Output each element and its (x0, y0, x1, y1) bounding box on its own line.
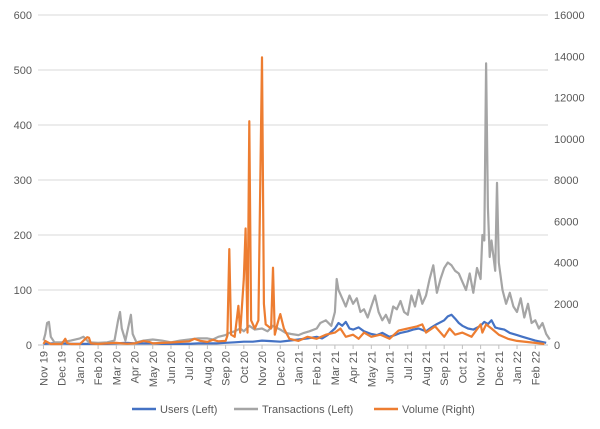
legend-label: Volume (Right) (402, 404, 475, 416)
x-tick-label: Apr 21 (348, 351, 360, 383)
x-axis: Nov 19 Dec 19 Jan 20 Feb 20 Mar 20 Apr 20 May … (38, 344, 548, 387)
right-y-tick-label: 12000 (554, 93, 585, 105)
x-tick-label: May 21 (366, 351, 378, 387)
x-tick-label: Mar 21 (330, 351, 342, 385)
x-tick-label: Jul 21 (403, 351, 415, 380)
right-y-tick-label: 8000 (554, 175, 578, 187)
series-layer (42, 56, 551, 346)
x-tick-label: Aug 20 (202, 351, 214, 386)
x-tick-label: Jan 20 (75, 351, 87, 384)
x-tick-label: Jun 20 (166, 351, 178, 384)
right-y-tick-label: 4000 (554, 258, 578, 270)
left-y-tick-label: 400 (14, 120, 32, 132)
x-tick-label: Jun 21 (385, 351, 397, 384)
right-y-tick-label: 10000 (554, 134, 585, 146)
gridlines (38, 14, 548, 346)
legend-label: Transactions (Left) (262, 404, 353, 416)
x-tick-label: Feb 20 (93, 351, 105, 385)
x-tick-label: Nov 19 (38, 351, 50, 386)
x-tick-label: Oct 21 (457, 351, 469, 383)
legend-label: Users (Left) (160, 404, 217, 416)
x-tick-label: Aug 21 (421, 351, 433, 386)
left-y-tick-label: 600 (14, 10, 32, 22)
left-y-tick-label: 100 (14, 285, 32, 297)
x-tick-label: Mar 20 (111, 351, 123, 385)
x-tick-label: May 20 (148, 351, 160, 387)
right-y-tick-label: 2000 (554, 299, 578, 311)
x-tick-label: Sep 21 (439, 351, 451, 386)
legend: Users (Left) Transactions (Left) Volume (R… (132, 404, 475, 416)
right-y-axis: 0 2000 4000 6000 8000 10000 12000 14000 16000 (554, 10, 585, 352)
left-y-tick-label: 500 (14, 65, 32, 77)
x-tick-label: Sep 20 (221, 351, 233, 386)
x-tick-label: Feb 22 (530, 351, 542, 385)
left-y-tick-label: 0 (26, 340, 32, 352)
x-tick-label: Apr 20 (130, 351, 142, 383)
x-tick-label: Nov 21 (476, 351, 488, 386)
x-tick-label: Jul 20 (184, 351, 196, 380)
series-line-3 (42, 56, 545, 346)
right-y-tick-label: 14000 (554, 51, 585, 63)
x-tick-label: Jan 22 (512, 351, 524, 384)
left-y-tick-label: 200 (14, 230, 32, 242)
right-y-tick-label: 6000 (554, 216, 578, 228)
x-tick-label: Jan 21 (293, 351, 305, 384)
x-tick-label: Oct 20 (239, 351, 251, 383)
x-tick-label: Dec 19 (57, 351, 69, 386)
left-y-axis: 0 100 200 300 400 500 600 (14, 10, 32, 352)
x-tick-label: Dec 20 (275, 351, 287, 386)
left-y-tick-label: 300 (14, 175, 32, 187)
right-y-tick-label: 16000 (554, 10, 585, 22)
x-tick-label: Dec 21 (494, 351, 506, 386)
x-tick-label: Nov 20 (257, 351, 269, 386)
right-y-tick-label: 0 (554, 340, 560, 352)
series-line-2 (42, 62, 551, 344)
x-tick-label: Feb 21 (312, 351, 324, 385)
